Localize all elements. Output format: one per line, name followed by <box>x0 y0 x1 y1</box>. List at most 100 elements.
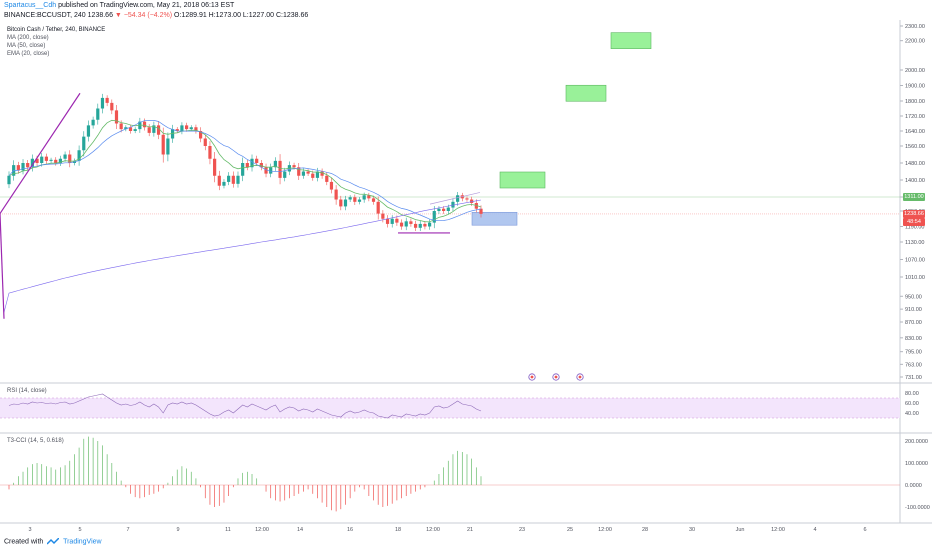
candle-body <box>362 195 366 200</box>
price-tick-label-17: 910.00 <box>905 307 922 313</box>
price-tick-label-6: 1640.00 <box>905 129 925 135</box>
candle-body <box>7 175 11 185</box>
candle-body <box>49 159 53 161</box>
candle-body <box>404 221 408 227</box>
descending-resistance-line <box>0 92 81 214</box>
candle <box>385 215 390 228</box>
candle <box>49 157 53 163</box>
candle-body <box>175 129 179 131</box>
time-tick-label-11: 23 <box>519 527 525 533</box>
target-box-2 <box>565 84 607 102</box>
rsi-band <box>0 398 900 418</box>
candle-body <box>306 171 310 174</box>
candle-body <box>100 97 105 109</box>
candle-body <box>147 127 151 133</box>
candle-body <box>91 119 95 126</box>
price-tick-label-15: 1010.00 <box>905 275 925 281</box>
candle-body <box>456 195 460 202</box>
candle-body <box>68 154 72 163</box>
candle <box>297 163 301 180</box>
candle <box>278 154 282 185</box>
resistance-price-tag: 1311.00 <box>903 193 925 201</box>
time-tick-label-7: 16 <box>347 527 353 533</box>
time-tick-label-19: 6 <box>863 527 866 533</box>
candle-body <box>357 199 362 202</box>
t3-cci-label[interactable]: T3-CCI (14, 5, 0.618) <box>7 438 64 444</box>
candle <box>381 210 385 223</box>
candle <box>68 150 72 168</box>
legend-ma200[interactable]: MA (200, close) <box>7 35 49 41</box>
candle <box>334 185 338 205</box>
footer: Created with TradingView <box>4 538 102 545</box>
flag-icon-2 <box>576 373 584 381</box>
author-link[interactable]: Spartacus__Cdh <box>4 2 57 9</box>
time-tick-label-10: 21 <box>467 527 473 533</box>
candle-body <box>199 131 203 139</box>
candle-body <box>409 221 413 224</box>
candle <box>451 198 455 212</box>
rsi-line <box>8 393 482 419</box>
candle-body <box>26 163 30 168</box>
candle-body <box>273 160 277 168</box>
legend-ma50[interactable]: MA (50, close) <box>7 43 46 49</box>
t3-tick-label-0: 200.0000 <box>905 439 928 445</box>
t3-tick-label-3: -100.0000 <box>905 505 930 511</box>
candle-body <box>241 163 245 176</box>
candle <box>339 195 343 211</box>
candle <box>250 154 254 172</box>
tradingview-link[interactable]: TradingView <box>63 538 102 546</box>
candle-body <box>269 167 273 174</box>
candle-body <box>30 158 34 168</box>
candle-body <box>329 181 334 190</box>
target-box-1 <box>499 171 546 189</box>
ma200-line <box>3 199 482 313</box>
candle <box>432 206 436 229</box>
candle-body <box>250 158 254 168</box>
candle <box>371 195 376 205</box>
candle-body <box>470 199 474 203</box>
down-arrow-icon: ▼ <box>114 12 122 19</box>
legend-ema20[interactable]: EMA (20, close) <box>7 51 50 57</box>
price-tick-label-13: 1130.00 <box>905 240 924 246</box>
rsi-label[interactable]: RSI (14, close) <box>7 388 47 394</box>
candle <box>86 120 91 142</box>
candle-body <box>278 160 282 178</box>
price-tick-label-5: 1720.00 <box>905 114 925 120</box>
candle <box>133 127 137 134</box>
candle-body <box>40 156 44 163</box>
candle <box>96 103 100 125</box>
candle <box>152 121 156 137</box>
legend-title: Bitcoin Cash / Tether, 240, BINANCE <box>7 27 106 33</box>
candle <box>418 220 422 232</box>
time-tick-label-4: 11 <box>225 527 231 533</box>
candle-body <box>203 138 207 146</box>
candle-body <box>427 222 432 227</box>
candle-body <box>16 165 20 171</box>
candle <box>142 118 147 131</box>
candle-body <box>54 159 58 163</box>
ema20-line <box>8 119 482 223</box>
candle-body <box>124 127 128 130</box>
candle <box>184 122 189 132</box>
candle-body <box>339 199 343 207</box>
candle-body <box>180 125 184 131</box>
candle <box>110 99 114 115</box>
time-tick-label-5: 12:00 <box>255 527 269 533</box>
published-text: published on TradingView.com, May 21, 20… <box>58 2 235 9</box>
candle-body <box>451 201 455 208</box>
candle <box>222 179 226 189</box>
flag-dot <box>554 375 558 379</box>
candle <box>343 195 348 211</box>
candle <box>194 124 198 134</box>
candle-body <box>166 138 170 155</box>
candle-body <box>311 173 315 178</box>
candle <box>465 196 469 202</box>
candle <box>7 171 11 189</box>
candle-body <box>259 163 263 168</box>
candle <box>456 192 460 206</box>
price-tick-label-16: 950.00 <box>905 294 922 300</box>
candle <box>442 206 446 214</box>
candle-body <box>264 167 268 174</box>
